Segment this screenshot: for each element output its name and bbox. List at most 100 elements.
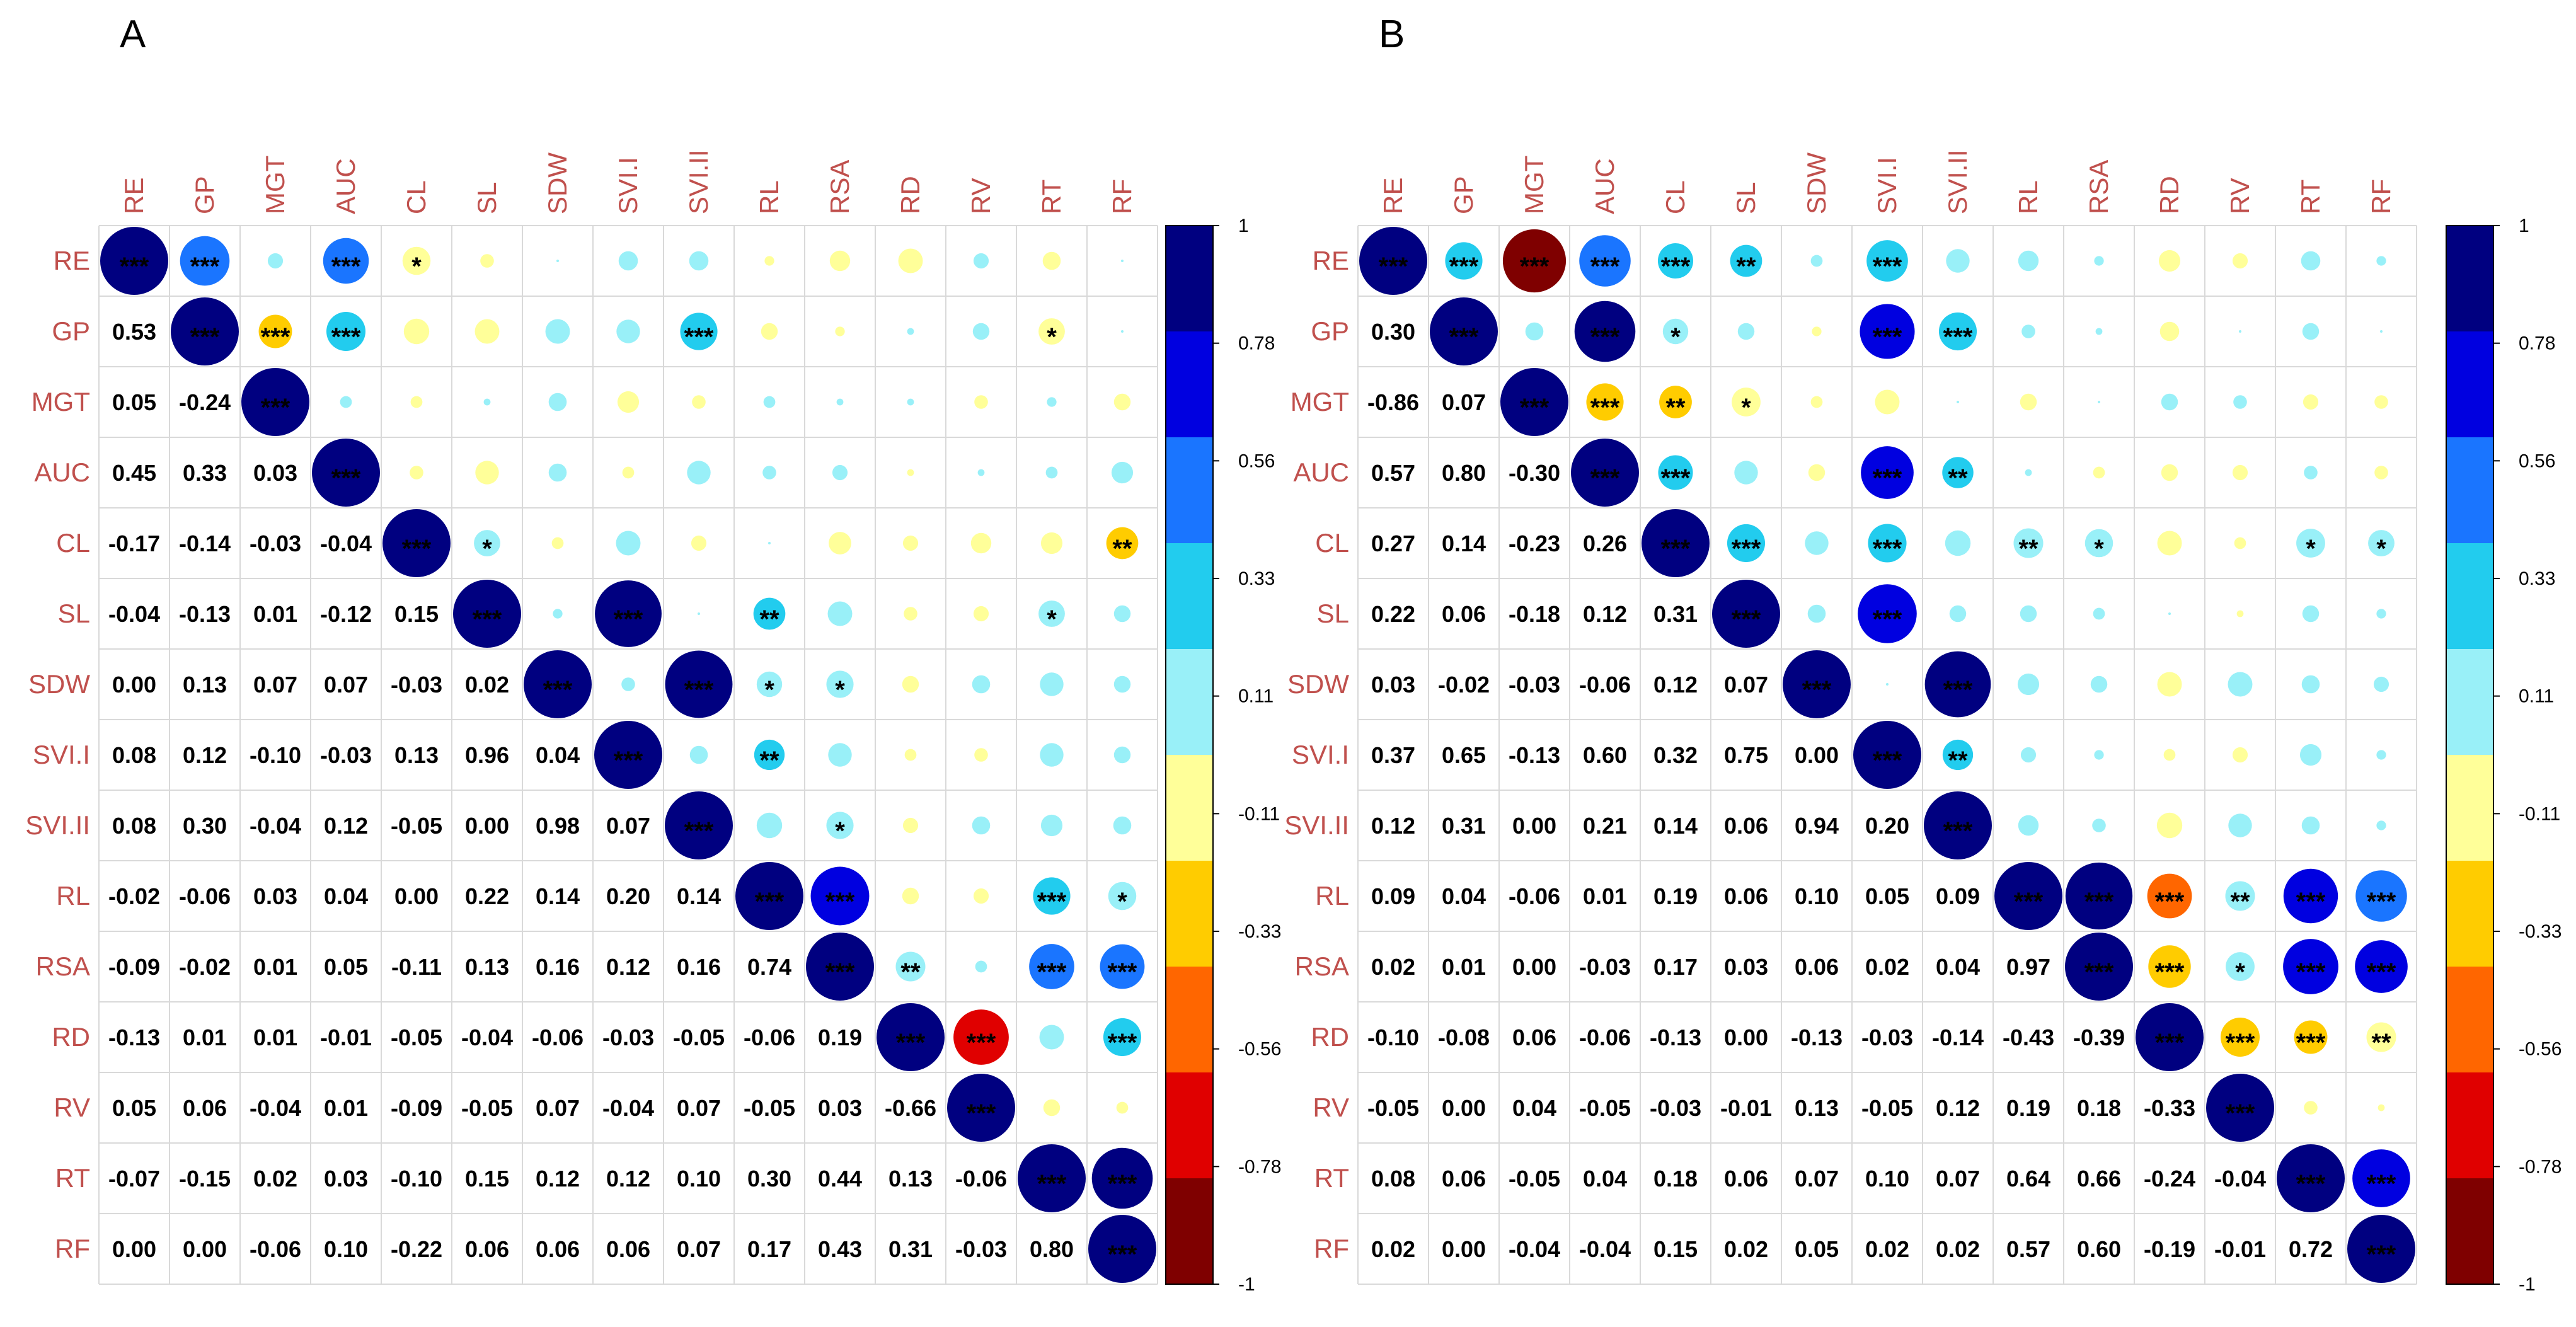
panel-a-corr-circle [902,535,919,551]
panel-a-significance: * [835,676,845,704]
panel-b-corr-circle [2158,250,2181,272]
panel-a-corr-circle [763,396,776,408]
panel-a-corr-circle [972,675,991,694]
panel-b-significance: *** [1873,253,1902,280]
panel-a-corr-circle [474,530,500,556]
panel-a-corr-circle [692,395,706,409]
panel-b-coefficient: 0.72 [2289,1236,2333,1262]
panel-b-coefficient: -0.13 [1509,742,1560,768]
panel-b-coefficient: 0.19 [2006,1095,2050,1121]
panel-b-corr-circle [2094,750,2104,760]
panel-a-significance: * [411,253,422,280]
panel-b-corr-circle [1957,401,1959,403]
panel-b-coefficient: 0.22 [1371,601,1415,627]
panel-b-significance: *** [1943,676,1973,704]
panel-b-corr-circle [1861,446,1914,499]
panel-a-corr-circle [556,260,559,262]
panel-b-coefficient: 0.21 [1583,813,1627,839]
panel-a-significance: * [1047,323,1057,351]
panel-a-significance: ** [759,747,779,774]
panel-a-significance: *** [684,676,714,704]
panel-b-corr-circle [2277,1144,2345,1212]
panel-a-coefficient: -0.06 [955,1166,1007,1192]
panel-b-corr-circle [2084,529,2113,558]
panel-b-coefficient: -0.06 [1509,883,1560,909]
panel-b-corr-circle [2020,393,2037,411]
panel-a-colorbar-tick-label: -0.78 [1238,1156,1281,1177]
panel-b-coefficient: 0.32 [1653,742,1698,768]
panel-a-corr-circle [768,542,771,544]
panel-b-corr-circle [2025,469,2032,476]
panel-b-colorbar-tick-label: -0.56 [2519,1039,2562,1060]
panel-a-coefficient: 0.06 [536,1236,580,1262]
panel-b-corr-circle [2303,394,2319,410]
panel-a-row-label: RF [55,1234,90,1263]
panel-a-colorbar-segment [1166,755,1213,861]
panel-b-coefficient: 0.07 [1442,389,1486,415]
panel-b-corr-circle [2228,813,2252,837]
panel-a-coefficient: -0.02 [179,954,231,980]
panel-b-colorbar-segment [2446,755,2493,861]
panel-b-significance: *** [2155,888,2185,916]
panel-b-colorbar-tick-label: 0.33 [2519,568,2555,589]
panel-a-coefficient: 0.13 [394,742,439,768]
panel-b-coefficient: 0.00 [1442,1236,1486,1262]
panel-b-corr-circle [2352,1149,2410,1207]
panel-a-corr-circle [1047,397,1057,407]
panel-a-corr-circle [1113,605,1131,623]
panel-b-corr-circle [1924,791,1992,859]
panel-a-col-label: SL [472,182,502,214]
panel-b-corr-circle [2018,250,2039,272]
panel-a-coefficient: -0.04 [108,601,160,627]
panel-a-corr-circle [382,509,451,577]
panel-a-coefficient: 0.31 [888,1236,933,1262]
panel-a-row-label: RSA [36,951,90,981]
panel-a-corr-circle [832,464,848,481]
panel-b-coefficient: 0.06 [1512,1025,1556,1050]
panel-a-row-label: RV [54,1093,90,1122]
panel-a-corr-circle [1045,466,1058,479]
panel-a-corr-circle [687,461,711,485]
panel-b-coefficient: 0.12 [1583,601,1627,627]
panel-a-corr-circle [524,650,592,718]
panel-b-corr-circle [2368,530,2395,556]
panel-b-coefficient: 0.05 [1795,1236,1839,1262]
panel-a-coefficient: 0.19 [818,1025,862,1050]
panel-b-significance: *** [1590,323,1620,351]
panel-a-coefficient: 0.96 [465,742,509,768]
panel-b-colorbar-segment [2446,543,2493,650]
panel-a-significance: *** [825,958,855,986]
panel-a-corr-circle [180,236,230,286]
panel-a-coefficient: 0.07 [324,672,368,698]
panel-b-corr-circle [2283,939,2338,994]
panel-b-corr-circle [2161,393,2178,411]
panel-a-corr-circle [829,250,851,272]
panel-b-corr-circle [2225,881,2255,911]
panel-b-coefficient: -0.03 [1509,672,1560,698]
panel-b-coefficient: 0.02 [1724,1236,1768,1262]
panel-a-corr-circle [548,463,567,482]
panel-a-corr-circle [453,580,521,648]
panel-a-corr-circle [618,251,638,271]
panel-a-significance: ** [759,606,779,633]
panel-a-significance: *** [1108,1170,1137,1198]
panel-a-coefficient: 0.00 [112,1236,156,1262]
panel-a-coefficient: 0.74 [747,954,791,980]
panel-b-corr-circle [2283,868,2338,924]
panel-a-coefficient: 0.17 [747,1236,791,1262]
panel-a-coefficient: 0.12 [183,742,227,768]
panel-a-coefficient: -0.66 [885,1095,936,1121]
panel-a-coefficient: 0.12 [536,1166,580,1192]
panel-b-corr-circle [2094,256,2104,266]
panel-a-label: A [120,13,146,56]
panel-a-col-label: RSA [825,160,854,214]
panel-b-significance: *** [1661,464,1691,492]
panel-b-corr-circle [2093,466,2105,479]
panel-a-coefficient: 0.00 [394,883,439,909]
panel-b-corr-circle [1807,604,1826,623]
panel-b-corr-circle [2301,816,2320,835]
panel-a-corr-circle [1040,672,1064,696]
panel-a-coefficient: -0.11 [391,954,442,980]
panel-a-coefficient: -0.07 [108,1166,160,1192]
